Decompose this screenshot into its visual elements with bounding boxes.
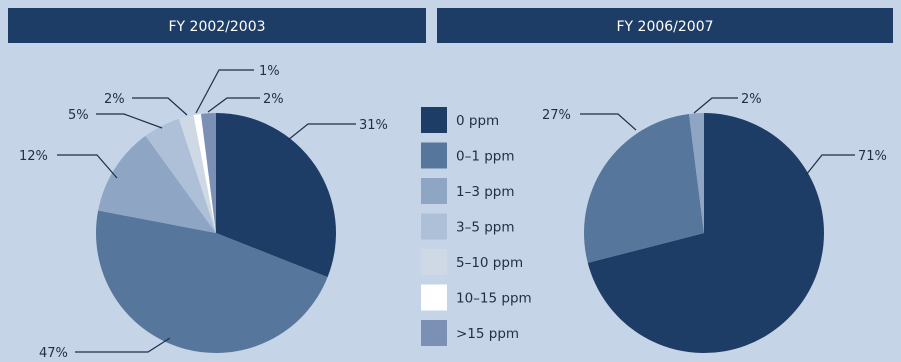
left-chart-header: [8, 8, 426, 43]
label-right-1: 27%: [542, 108, 571, 123]
left-pie-slice-5: [193, 113, 216, 233]
legend-swatch-5: [421, 284, 447, 311]
left-pie-slice-0: [216, 113, 336, 278]
data-labels: 31% 47% 12% 5% 2% 1% 2% 71% 27% 2%: [19, 64, 887, 361]
legend-label-2: 1–3 ppm: [456, 184, 515, 200]
leader-left-5: [195, 69, 254, 114]
left-pie-slice-2: [98, 135, 216, 233]
label-left-1: 47%: [39, 346, 68, 361]
leader-right-1: [580, 113, 637, 131]
label-right-0: 71%: [858, 149, 887, 164]
label-left-0: 31%: [359, 118, 388, 133]
left-chart-title: FY 2002/2003: [168, 19, 265, 35]
leader-left-2: [57, 154, 118, 179]
leader-left-4: [132, 97, 188, 116]
legend-swatch-1: [421, 142, 447, 169]
leader-right-0: [805, 154, 855, 176]
legend-swatch-0: [421, 107, 447, 133]
right-pie: [584, 113, 824, 354]
right-pie-slice-1: [584, 113, 704, 263]
leader-left-3: [96, 113, 163, 129]
legend-label-0: 0 ppm: [456, 113, 499, 129]
legend-label-3: 3–5 ppm: [456, 220, 515, 236]
legend-swatch-6: [421, 320, 447, 346]
left-pie: [95, 113, 336, 354]
label-left-4: 2%: [104, 92, 125, 107]
right-pie-slice-2: [688, 113, 704, 233]
legend-swatch-2: [421, 178, 447, 204]
leader-right-2: [693, 97, 738, 114]
label-left-2: 12%: [19, 149, 48, 164]
legend-label-4: 5–10 ppm: [456, 255, 523, 271]
leader-lines: [57, 69, 855, 353]
legend: 0 ppm 0–1 ppm 1–3 ppm 3–5 ppm 5–10 ppm 10–15 …: [421, 107, 532, 346]
label-left-5: 1%: [259, 64, 280, 79]
left-pie-slice-3: [145, 118, 216, 233]
right-chart-header: [437, 8, 893, 43]
legend-swatch-4: [421, 249, 447, 275]
leader-left-1: [75, 337, 171, 353]
legend-label-5: 10–15 ppm: [456, 291, 532, 307]
leader-left-6: [207, 97, 260, 113]
legend-swatch-3: [421, 213, 447, 240]
left-pie-slice-6: [200, 113, 216, 233]
left-pie-slice-4: [178, 115, 216, 233]
label-left-6: 2%: [263, 92, 284, 107]
left-pie-slice-1: [95, 210, 328, 354]
right-chart-title: FY 2006/2007: [616, 19, 713, 35]
label-right-2: 2%: [741, 92, 762, 107]
legend-label-6: >15 ppm: [456, 326, 519, 342]
label-left-3: 5%: [68, 108, 89, 123]
right-pie-slice-0: [587, 113, 824, 354]
leader-left-0: [287, 123, 356, 141]
legend-label-1: 0–1 ppm: [456, 149, 515, 165]
